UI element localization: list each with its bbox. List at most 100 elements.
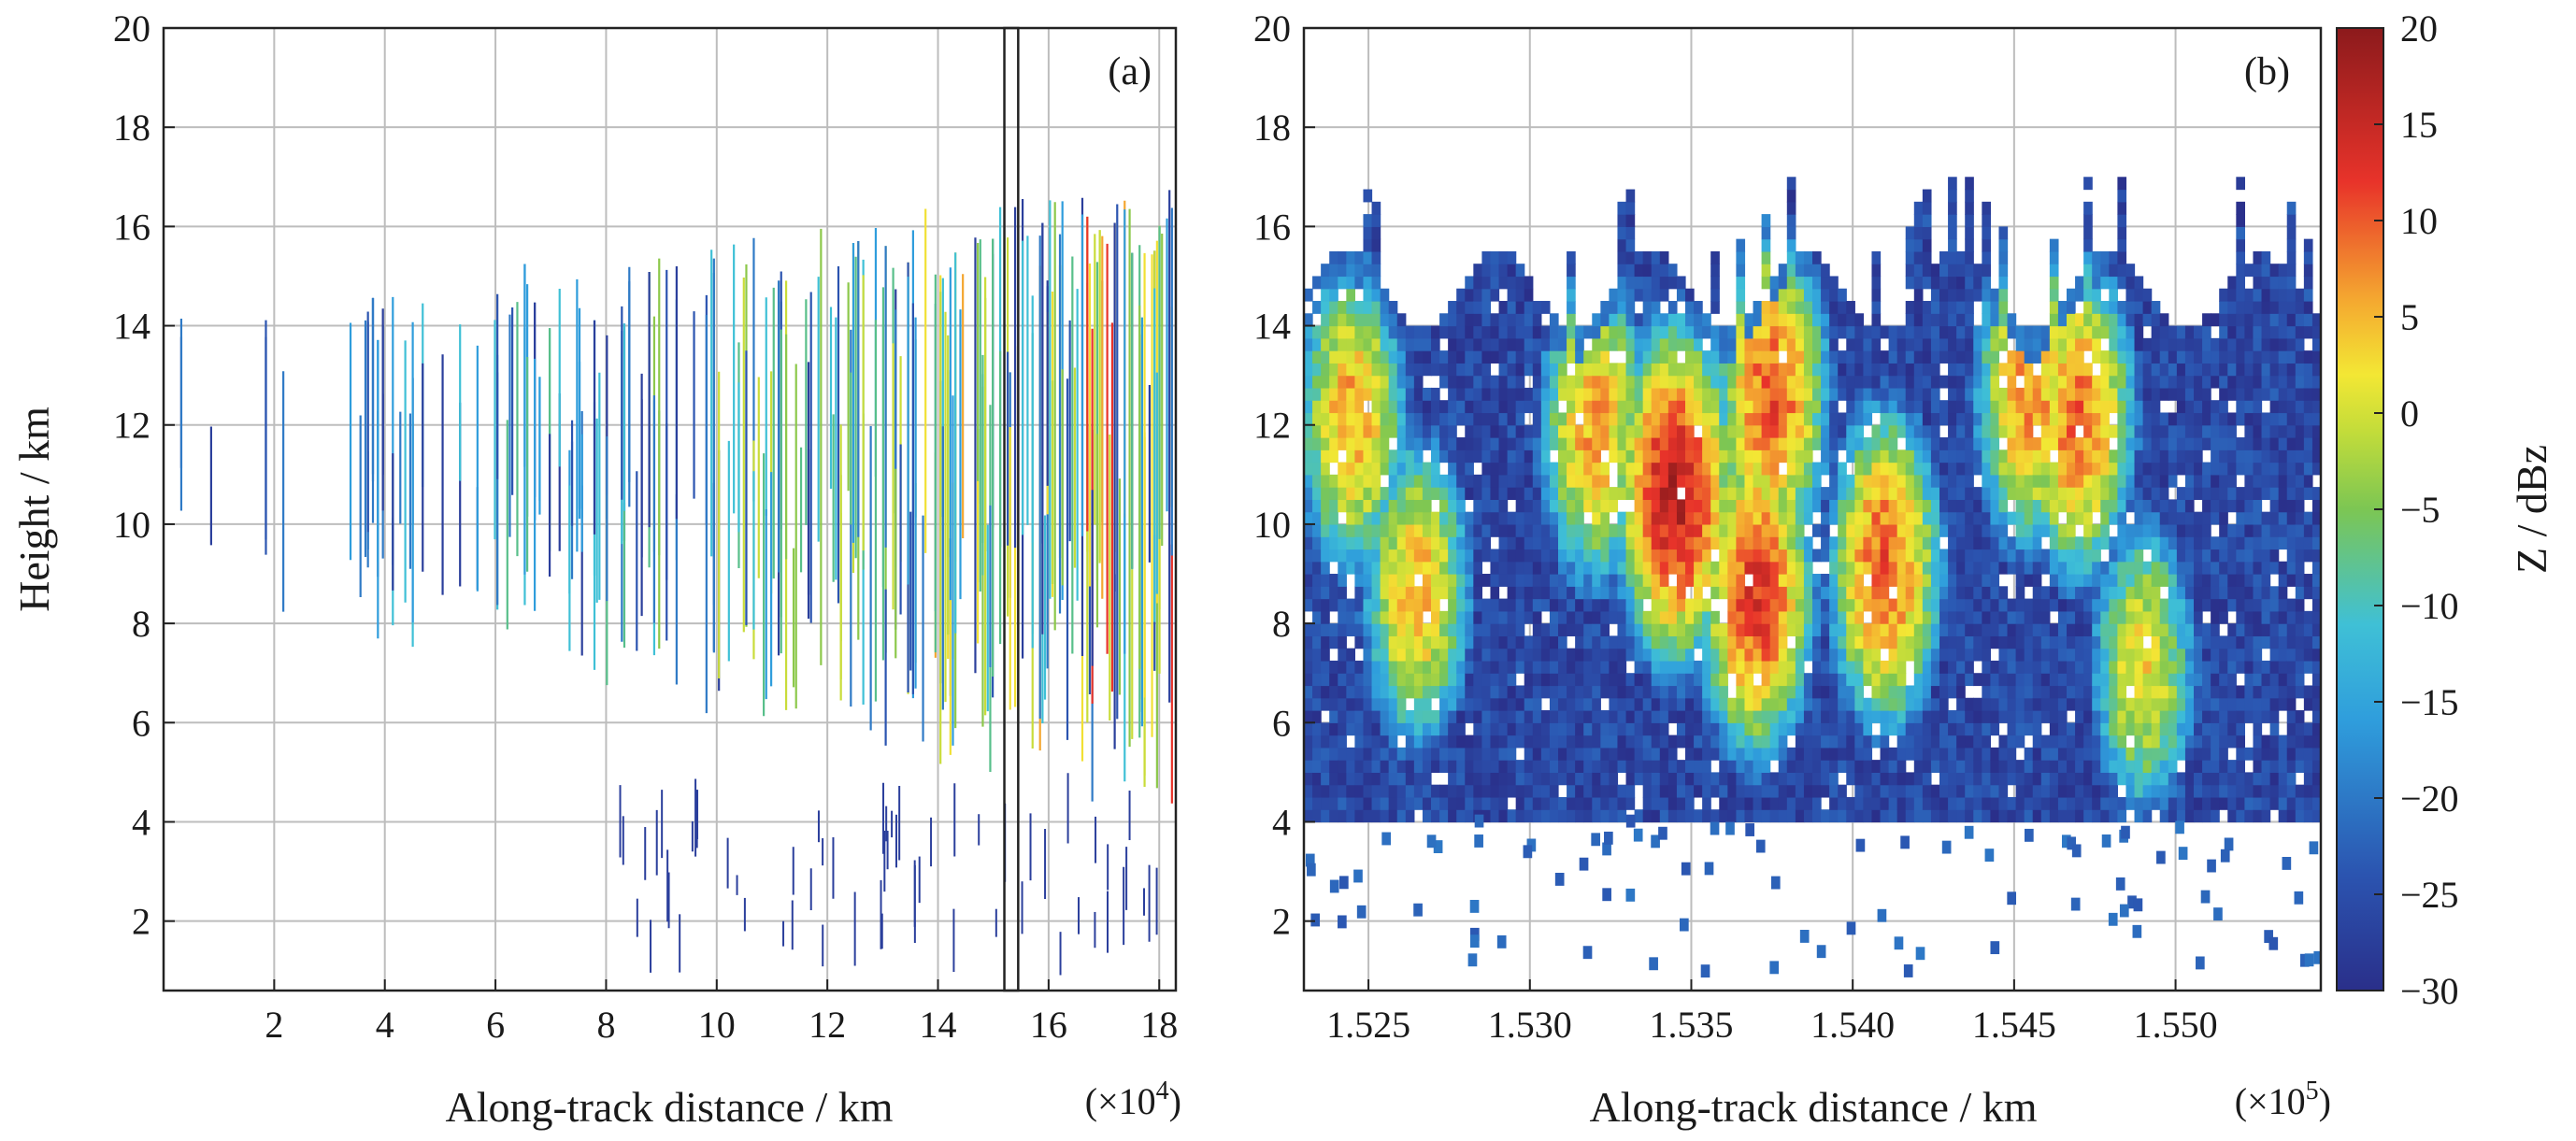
- panel-b-cell-509: [1396, 437, 1407, 450]
- panel-b-cell-2368: [1778, 536, 1788, 550]
- panel-b-cell-0: [1304, 809, 1313, 823]
- panel-b-cell-69: [1312, 462, 1322, 476]
- panel-b-cell-3642: [2032, 697, 2042, 711]
- panel-b-cell-3012: [1905, 238, 1915, 252]
- panel-b-cell-121: [1321, 325, 1330, 339]
- panel-b-cell-406: [1380, 697, 1390, 711]
- panel-b-cell-4114: [2125, 697, 2136, 711]
- panel-b-cell-3014: [1913, 809, 1924, 823]
- panel-b-cell-1022: [1507, 610, 1517, 624]
- panel-b-cell-2748: [1854, 648, 1864, 662]
- panel-b-cell-3264: [1956, 648, 1966, 662]
- panel-b-cell-2815: [1871, 772, 1882, 786]
- panel-b-cell-1532: [1609, 301, 1619, 314]
- panel-b-cell-2315: [1769, 648, 1780, 662]
- panel-b-cell-1439: [1592, 511, 1601, 525]
- panel-b-cell-2939: [1896, 710, 1907, 723]
- panel-b-cell-4444: [2194, 610, 2203, 624]
- panel-b-cell-3619: [2024, 487, 2034, 500]
- panel-b-cell-1535: [1617, 796, 1627, 810]
- panel-b-cell-1822: [1667, 623, 1678, 636]
- panel-b-cell-2837: [1871, 474, 1882, 488]
- panel-b-cell-4262: [2151, 424, 2161, 438]
- panel-b-cell-3322: [1965, 487, 1974, 500]
- panel-b-cell-1857: [1676, 710, 1686, 723]
- panel-b-cell-561: [1413, 772, 1424, 786]
- panel-b-cell-2720: [1846, 487, 1855, 500]
- panel-b-cell-1470: [1600, 623, 1610, 636]
- panel-b-cell-107: [1321, 499, 1330, 513]
- panel-b-cell-3949: [2092, 536, 2101, 550]
- panel-b-cell-2069: [1719, 561, 1728, 575]
- panel-b-cell-1115: [1524, 536, 1534, 550]
- panel-b-cell-3433: [1982, 250, 1991, 264]
- panel-b-cell-3276: [1956, 499, 1966, 513]
- panel-b-cell-1381: [1583, 760, 1593, 773]
- panel-b-cell-1033: [1507, 462, 1517, 476]
- panel-b-cell-1907: [1685, 598, 1695, 612]
- panel-b-cell-3182: [1939, 499, 1949, 513]
- panel-b-cell-3614: [2024, 549, 2034, 563]
- panel-b-cell-2906: [1888, 635, 1898, 649]
- panel-b-cell-3599: [2024, 760, 2034, 773]
- panel-b-cell-51: [1312, 685, 1322, 699]
- panel-b-cell-2467: [1795, 462, 1805, 476]
- panel-b-cell-17: [1304, 586, 1313, 600]
- panel-b-cell-2092: [1727, 772, 1737, 786]
- panel-b-cell-317: [1363, 574, 1373, 587]
- panel-b-cell-1395: [1583, 586, 1593, 600]
- panel-b-cell-4400: [2184, 660, 2195, 674]
- panel-b-cell-1117: [1524, 511, 1534, 525]
- panel-b-cell-2499: [1803, 623, 1813, 636]
- panel-b-cell-3875: [2075, 288, 2084, 302]
- panel-b-cell-628: [1422, 400, 1432, 414]
- panel-b-cell-4289: [2159, 610, 2169, 624]
- panel-b-cell-3496: [1998, 586, 2009, 600]
- panel-b-cell-958: [1490, 313, 1500, 327]
- panel-b-cell-3500: [1998, 523, 2009, 537]
- panel-b-cell-1406: [1583, 437, 1593, 450]
- panel-b-cell-1210: [1540, 375, 1551, 389]
- panel-b-cell-3627: [2024, 387, 2034, 401]
- panel-b-cell-1887: [1676, 313, 1686, 327]
- panel-b-cell-1972: [1702, 796, 1711, 810]
- panel-b-cell-495: [1396, 610, 1407, 624]
- panel-b-cell-846: [1473, 635, 1482, 649]
- panel-b-cell-990: [1498, 462, 1509, 476]
- panel-b-cell-909: [1481, 375, 1492, 389]
- panel-b-cell-3981: [2100, 685, 2110, 699]
- panel-b-cell-3043: [1913, 449, 1924, 464]
- panel-b-cell-964: [1498, 796, 1509, 810]
- panel-b-cell-867: [1473, 363, 1482, 377]
- panel-b-cell-4043: [2109, 424, 2118, 438]
- panel-b-cell-4182: [2134, 387, 2144, 401]
- panel-b-cell-4170: [2134, 536, 2144, 550]
- panel-b-cell-3870: [2075, 363, 2084, 377]
- panel-b-cell-814: [1465, 487, 1474, 500]
- panel-b-cell-4086: [2117, 437, 2127, 450]
- panel-b-cell-1163: [1532, 462, 1542, 476]
- panel-b-cell-1455: [1592, 313, 1601, 327]
- panel-b-cell-1316: [1567, 523, 1576, 537]
- panel-b-cell-902: [1481, 462, 1492, 476]
- panel-b-cell-3459: [1990, 523, 2000, 537]
- panel-b-cell-2698: [1846, 760, 1855, 773]
- panel-b-cell-2420: [1786, 400, 1796, 414]
- panel-b-cell-2433: [1786, 238, 1796, 252]
- panel-b-cell-4326: [2168, 635, 2178, 649]
- panel-b-cell-3073: [1922, 697, 1932, 711]
- panel-b-cell-2587: [1821, 598, 1830, 612]
- panel-b-cell-2204: [1744, 424, 1754, 438]
- panel-a-x-tick-6: 14: [920, 1004, 957, 1046]
- panel-b-cell-3794: [2067, 809, 2076, 823]
- panel-b-cell-3744: [2049, 337, 2059, 351]
- panel-b-cell-1000: [1498, 337, 1509, 351]
- panel-b-cell-1525: [1609, 400, 1619, 414]
- panel-b-cell-3275: [1956, 511, 1966, 525]
- panel-b-cell-2075: [1719, 487, 1728, 500]
- panel-b-cell-683: [1439, 635, 1449, 649]
- panel-b-cell-3126: [1930, 648, 1940, 662]
- panel-b-cell-1171: [1532, 363, 1542, 377]
- panel-b-cell-4518: [2211, 660, 2220, 674]
- panel-b-cell-276: [1354, 523, 1365, 537]
